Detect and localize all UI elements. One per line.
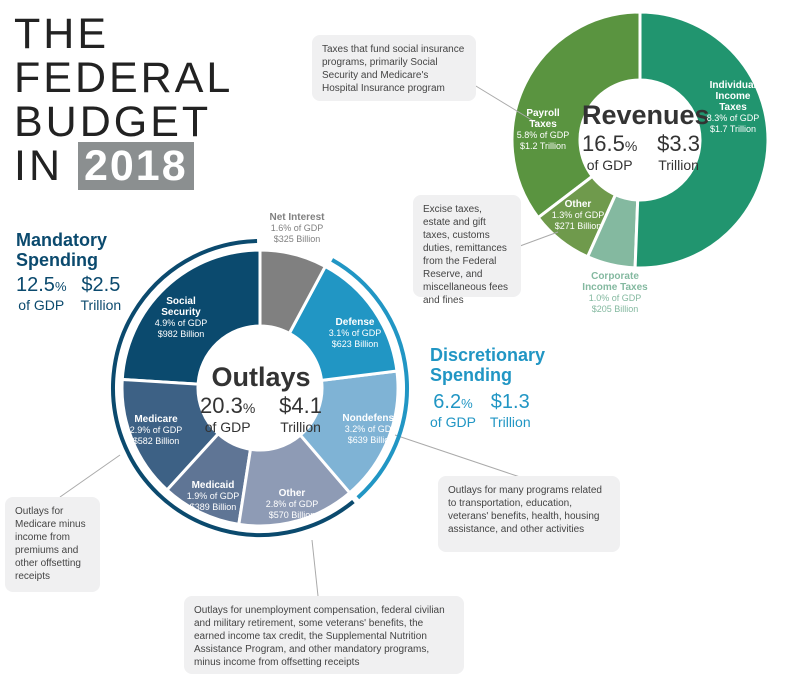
discretionary-amount-label: Trillion [489,414,531,430]
discretionary-ring [331,258,409,500]
outlays-slice-nondefense [298,369,400,495]
revenues-amount: $3.3 [657,131,700,156]
revenues-pct-label: of GDP [586,157,633,173]
outlays-center: Outlays 20.3% of GDP $4.1 Trillion [200,362,322,435]
discretionary-pct-label: of GDP [430,414,476,430]
revenues-amount-label: Trillion [658,157,699,173]
slice-label-medicaid: Medicaid 1.9% of GDP $389 Billion [186,480,240,512]
slice-label-revenues-other: Other 1.3% of GDP $271 Billion [551,199,605,231]
discretionary-amount: $1.3 [490,391,530,413]
discretionary-pct: 6.2 [433,391,462,413]
note-payroll-taxes: Taxes that fund social insurance program… [312,35,476,101]
slice-label-net-interest: Net Interest 1.6% of GDP $325 Billion [269,212,325,244]
revenues-pct: 16.5 [582,131,625,156]
outlays-pct: 20.3 [200,393,243,418]
outlays-slice-other [237,432,352,528]
slice-label-medicare: Medicare 2.9% of GDP $582 Billion [129,414,183,446]
mandatory-title: Mandatory Spending [16,230,108,270]
slice-label-nondefense: Nondefense 3.2% of GDP $639 Billion [342,413,400,445]
revenues-title: Revenues [582,100,710,130]
note-outlays-other: Outlays for unemployment compensation, f… [184,596,464,674]
outlays-slice-social-security [120,248,262,386]
slice-label-defense: Defense 3.1% of GDP $623 Billion [328,317,382,349]
note-medicare: Outlays for Medicare minus income from p… [5,497,100,592]
outlays-amount: $4.1 [279,393,322,418]
revenues-slice-payroll-taxes [510,10,642,220]
outlays-slice-defense [287,264,399,383]
revenues-slice-corporate-income-taxes [585,192,640,270]
mandatory-ring [111,239,355,537]
mandatory-amount-label: Trillion [80,297,122,313]
slice-label-payroll-taxes: Payroll Taxes 5.8% of GDP $1.2 Trillion [516,108,570,151]
callout-lines [59,79,559,597]
note-revenues-other: Excise taxes, estate and gift taxes, cus… [413,195,521,306]
outlays-slice-net-interest [258,248,328,336]
mandatory-summary: Mandatory Spending 12.5% of GDP $2.5 Trilli… [16,230,122,313]
outlays-pct-label: of GDP [204,419,251,435]
slice-label-social-security: Social Security 4.9% of GDP $982 Billion [154,296,208,339]
slice-label-outlays-other: Other 2.8% of GDP $570 Billion [265,488,319,520]
discretionary-title: Discretionary Spending [430,345,546,385]
page-title: THE FEDERAL BUDGET IN 2018 [14,10,234,190]
title-year: 2018 [77,142,194,190]
revenues-slice-individual-income-taxes [633,10,770,270]
outlays-slice-medicaid [164,431,253,527]
mandatory-amount: $2.5 [81,274,121,296]
title-line: THE [14,10,109,58]
slice-label-individual-income-taxes: Individual Income Taxes 8.3% of GDP $1.7 T… [706,80,760,134]
title-line: FEDERAL [14,54,234,102]
outlays-slice-medicare [120,377,221,493]
note-nondefense: Outlays for many programs related to tra… [438,476,620,552]
title-line: BUDGET [14,98,212,146]
mandatory-pct-label: of GDP [18,297,65,313]
title-line: IN [14,142,63,190]
outlays-amount-label: Trillion [280,419,321,435]
revenues-center: Revenues 16.5% of GDP $3.3 Trillion [582,100,710,173]
mandatory-pct: 12.5 [16,274,55,296]
discretionary-summary: Discretionary Spending 6.2% of GDP $1.3 Tri… [430,345,546,430]
outlays-title: Outlays [211,362,311,392]
slice-label-corporate-income-taxes: Corporate Income Taxes 1.0% of GDP $205 Bi… [582,271,648,314]
